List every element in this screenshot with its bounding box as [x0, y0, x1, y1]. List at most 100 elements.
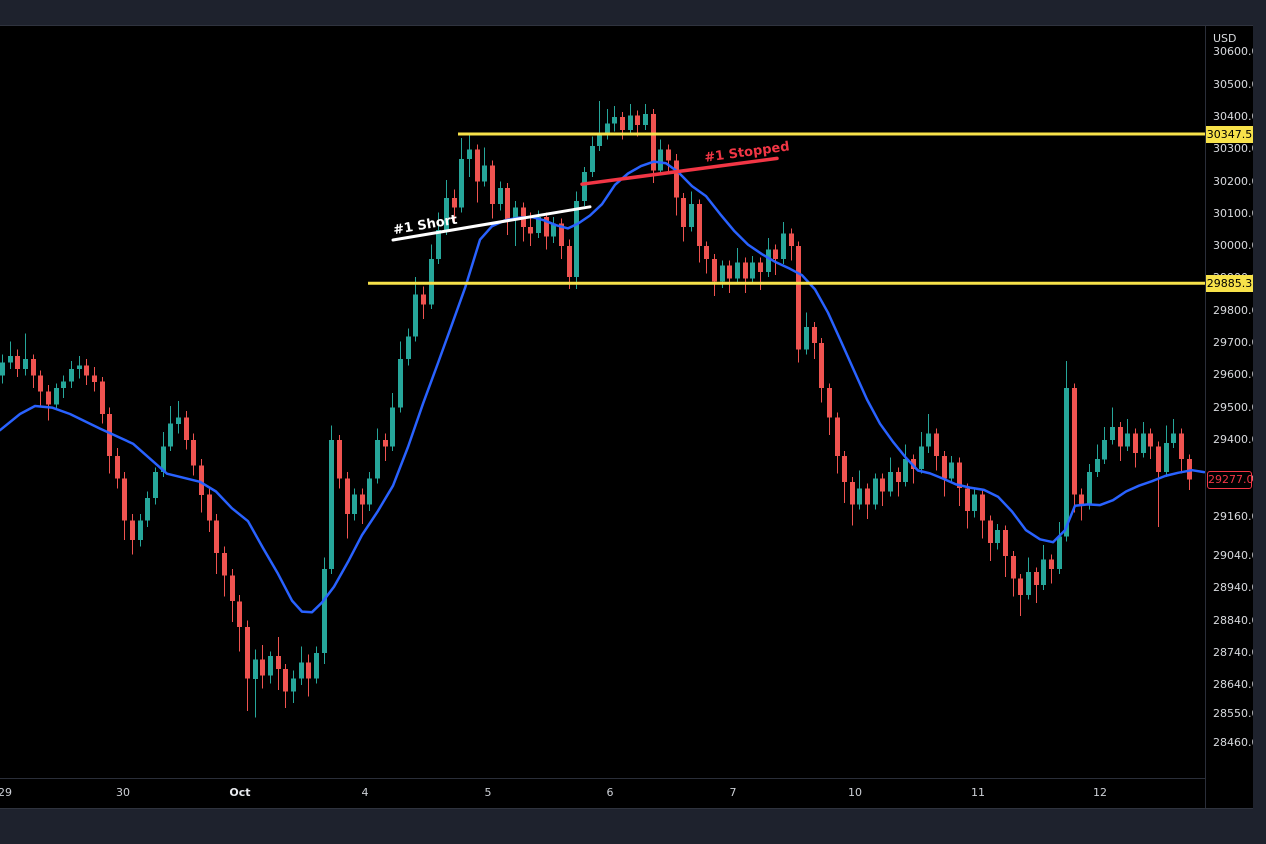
level-price-label[interactable]: 29885.3	[1206, 275, 1253, 292]
candle-body	[23, 359, 28, 369]
candle-body	[390, 407, 395, 447]
candle-body	[383, 439, 388, 447]
candle-body	[1018, 578, 1023, 595]
candle-body	[38, 375, 43, 392]
candle-body	[942, 456, 947, 479]
candle-body	[835, 417, 840, 456]
candle-body	[804, 326, 809, 350]
candle-body	[743, 262, 748, 279]
candle-body	[666, 149, 671, 161]
candle-body	[230, 575, 235, 602]
candle-body	[1011, 556, 1016, 579]
last-price-label: 29277.0	[1207, 471, 1254, 489]
time-tick-label: 10	[848, 786, 862, 799]
candle-body	[329, 439, 334, 569]
candle-body	[949, 462, 954, 479]
chart-plot-surface: #1 Short#1 Stopped	[0, 100, 1205, 718]
candle-body	[268, 656, 273, 676]
candle-body	[750, 262, 755, 279]
candle-body	[115, 456, 120, 479]
candle-body	[1087, 472, 1092, 505]
candle-body	[54, 388, 59, 405]
candle-body	[306, 662, 311, 679]
candle-body	[237, 601, 242, 628]
candle-body	[92, 375, 97, 382]
candle-body	[1049, 559, 1054, 569]
candle-body	[436, 230, 441, 260]
level-price-label[interactable]: 30347.5	[1206, 126, 1253, 143]
candle-body	[337, 439, 342, 479]
currency-usd-label[interactable]: USD	[1213, 32, 1237, 45]
candle-body	[100, 381, 105, 414]
candle-body	[988, 520, 993, 544]
candle-body	[84, 365, 89, 376]
candle-body	[681, 197, 686, 227]
candle-body	[413, 294, 418, 337]
candle-body	[903, 459, 908, 482]
price-tick-label: 30300.0	[1213, 142, 1259, 155]
candle-body	[590, 146, 595, 172]
candle-body	[1125, 433, 1130, 447]
price-tick-label: 28840.0	[1213, 614, 1259, 627]
price-tick-label: 30100.0	[1213, 207, 1259, 220]
candle-body	[1003, 530, 1008, 556]
candle-body	[1034, 572, 1039, 586]
candle-body	[291, 678, 296, 692]
candle-body	[168, 423, 173, 447]
candle-body	[972, 494, 977, 511]
candle-body	[513, 207, 518, 221]
candle-body	[8, 355, 13, 363]
candle-body	[345, 478, 350, 515]
candle-body	[398, 359, 403, 408]
stopped-trendline[interactable]	[580, 156, 779, 186]
candle-body	[980, 494, 985, 521]
time-tick-label: 30	[116, 786, 130, 799]
candle-body	[880, 478, 885, 492]
candle-body	[107, 414, 112, 456]
top-toolbar-strip	[0, 0, 1253, 26]
candle-body	[674, 160, 679, 198]
time-tick-label: Oct	[229, 786, 251, 799]
short-entry-trendline[interactable]	[391, 205, 592, 242]
candle-body	[122, 478, 127, 521]
candle-body	[551, 223, 556, 237]
time-tick-label: 29	[0, 786, 12, 799]
candle-body	[827, 388, 832, 418]
candle-body	[322, 569, 327, 653]
moving-average-line[interactable]	[0, 160, 1205, 614]
candle-body	[965, 488, 970, 511]
candle-body	[46, 391, 51, 405]
candle-body	[712, 259, 717, 282]
candle-body	[1110, 426, 1115, 440]
candle-body	[842, 456, 847, 482]
candlestick-chart[interactable]: #1 Short #1 Stopped	[0, 26, 1205, 778]
time-axis[interactable]: 29 30 Oct 4 5 6 7 10 11 12	[0, 778, 1205, 808]
candle-body	[61, 381, 66, 389]
candle-body	[873, 478, 878, 505]
candle-body	[31, 359, 36, 376]
candle-body	[567, 246, 572, 277]
candle-body	[758, 262, 763, 272]
candle-body	[207, 494, 212, 521]
candle-body	[214, 520, 219, 553]
bottom-toolbar-strip	[0, 808, 1253, 844]
candle-body	[1072, 388, 1077, 495]
price-tick-label: 28940.0	[1213, 581, 1259, 594]
candle-body	[720, 265, 725, 282]
candle-body	[199, 465, 204, 495]
candle-body	[222, 552, 227, 576]
candle-body	[605, 123, 610, 134]
price-tick-label: 29700.0	[1213, 336, 1259, 349]
candle-body	[658, 149, 663, 171]
candle-body	[138, 520, 143, 540]
price-axis[interactable]: USD 30600.0 30500.0 30400.0 30300.0 30200.0 3…	[1205, 26, 1259, 808]
price-tick-label: 29500.0	[1213, 401, 1259, 414]
candle-body	[1156, 446, 1161, 473]
candle-body	[475, 149, 480, 182]
candle-body	[467, 149, 472, 159]
candle-body	[245, 627, 250, 679]
candle-body	[490, 165, 495, 205]
candle-body	[184, 417, 189, 440]
candle-body	[896, 472, 901, 482]
